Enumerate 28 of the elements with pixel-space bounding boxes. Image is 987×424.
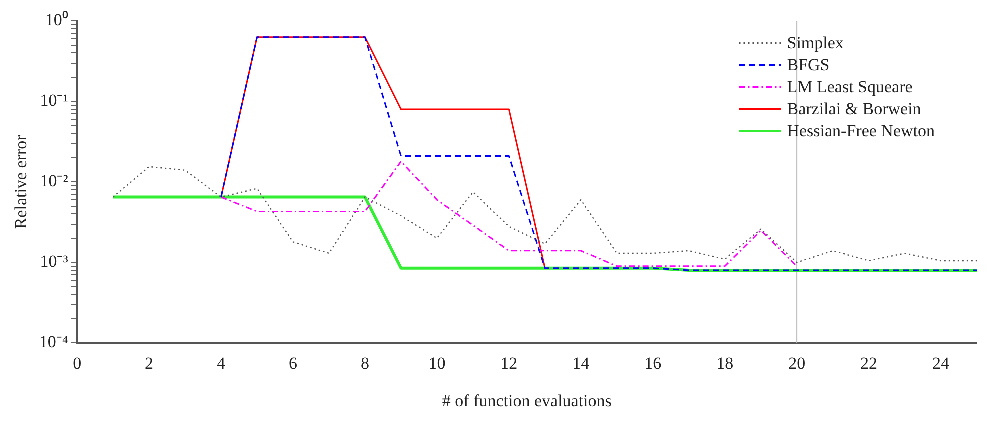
x-tick-label: 20 [788,354,806,373]
line-series [220,36,977,272]
x-tick-label: 22 [860,354,878,373]
y-axis-title: Relative error [12,134,31,230]
legend-label: LM Least Squeare [787,78,913,97]
line-series [220,160,798,268]
x-tick-label: 10 [428,354,446,373]
legend-label: Hessian-Free Newton [787,122,936,141]
y-tick-label: 10⁰ [45,10,68,30]
y-tick-label: 10⁻⁴ [39,332,68,352]
legend-label: Barzilai & Borwein [787,100,922,119]
x-tick-label: 6 [289,354,298,373]
line-series [112,166,977,264]
x-tick-label: 14 [572,354,590,373]
y-tick-label: 10⁻³ [40,252,68,272]
y-tick-label: 10⁻² [40,172,68,191]
x-tick-label: 2 [145,354,154,373]
x-tick-label: 16 [644,354,662,373]
legend-label: Simplex [787,34,844,53]
x-tick-label: 8 [360,354,370,373]
x-tick-label: 18 [716,354,734,373]
y-tick-label: 10⁻¹ [40,91,68,110]
x-tick-label: 0 [73,354,82,373]
x-tick-label: 12 [500,354,518,373]
legend-label: BFGS [787,56,830,75]
x-tick-label: 24 [932,354,950,373]
x-tick-label: 4 [217,354,226,373]
x-axis-title: # of function evaluations [442,391,612,410]
